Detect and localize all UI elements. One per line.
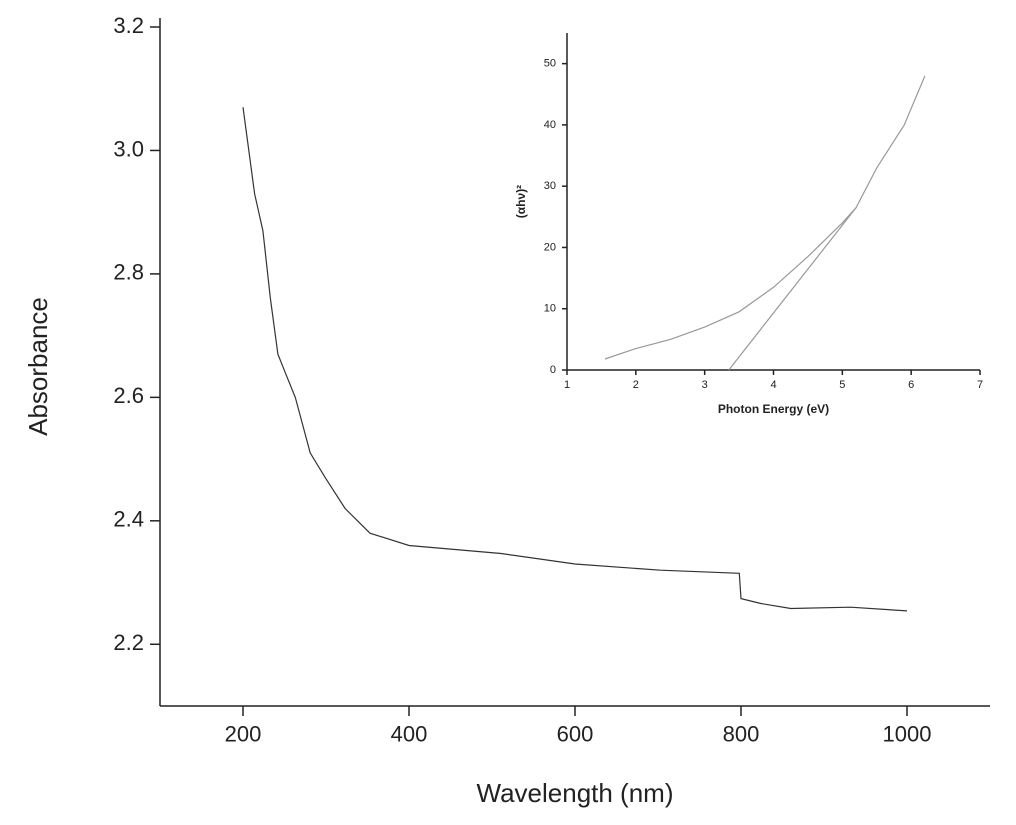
- y-tick-label: 3.0: [113, 136, 144, 161]
- y-tick-label: 2.4: [113, 507, 144, 532]
- data-line: [604, 75, 926, 360]
- y-tick-label: 2.8: [113, 260, 144, 285]
- x-tick-label: 800: [723, 722, 760, 747]
- x-tick-label: 1: [564, 379, 570, 391]
- y-tick-label: 10: [544, 303, 556, 315]
- x-tick-label: 600: [557, 722, 594, 747]
- y-tick-label: 0: [550, 364, 556, 376]
- y-tick-label: 30: [544, 180, 556, 192]
- y-tick-label: 40: [544, 119, 556, 131]
- y-tick-label: 50: [544, 58, 556, 70]
- data-line: [728, 207, 857, 371]
- x-axis-label: Wavelength (nm): [477, 778, 674, 808]
- x-tick-label: 1000: [883, 722, 932, 747]
- y-tick-label: 2.2: [113, 630, 144, 655]
- y-axis-label: (αhν)²: [514, 185, 528, 218]
- y-tick-label: 2.6: [113, 383, 144, 408]
- x-axis-label: Photon Energy (eV): [718, 402, 829, 416]
- x-tick-label: 3: [702, 379, 708, 391]
- x-tick-label: 7: [977, 379, 983, 391]
- y-tick-label: 3.2: [113, 13, 144, 38]
- y-tick-label: 20: [544, 241, 556, 253]
- x-tick-label: 200: [225, 722, 262, 747]
- x-tick-label: 400: [391, 722, 428, 747]
- x-tick-label: 4: [770, 379, 776, 391]
- y-axis-label: Absorbance: [23, 297, 53, 436]
- x-tick-label: 5: [839, 379, 845, 391]
- x-tick-label: 2: [633, 379, 639, 391]
- x-tick-label: 6: [908, 379, 914, 391]
- data-line: [242, 107, 908, 612]
